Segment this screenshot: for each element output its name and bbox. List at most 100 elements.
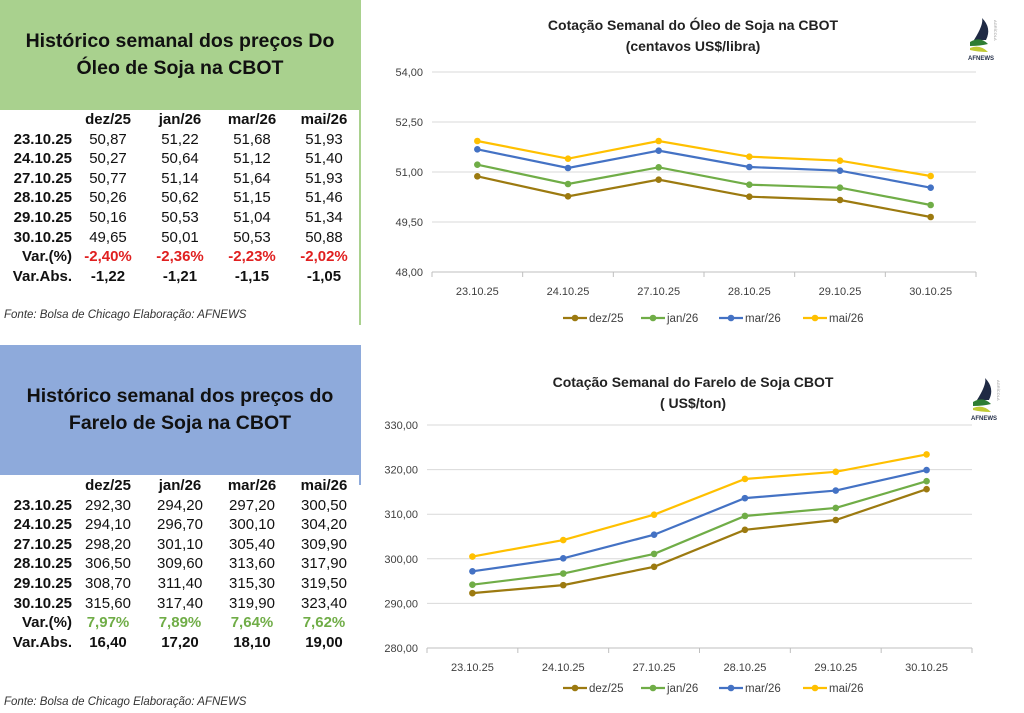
var-pct-cell: -2,02%: [300, 248, 348, 266]
price-cell: 51,15: [233, 189, 271, 207]
legend-marker: [811, 684, 819, 692]
var-pct-label: Var.(%): [21, 248, 72, 266]
data-point-mai/26: [927, 172, 934, 180]
column-header: dez/25: [85, 111, 131, 128]
x-tick-label: 28.10.25: [724, 662, 767, 674]
x-tick-label: 30.10.25: [909, 286, 952, 298]
legend-marker: [727, 314, 735, 322]
table-row: 28.10.25 50,26 50,62 51,15 51,46: [0, 188, 360, 208]
data-point-mar/26: [927, 184, 934, 191]
chart-subtitle: (centavos US$/libra): [626, 38, 761, 54]
data-point-mai/26: [741, 475, 749, 483]
legend-item: dez/25: [563, 683, 624, 695]
series-line-jan/26: [477, 163, 931, 207]
legend-item: mai/26: [803, 683, 864, 695]
price-cell: 51,40: [305, 150, 343, 168]
data-point-mai/26: [474, 137, 481, 145]
var-abs-cell: 19,00: [305, 633, 343, 651]
row-date: 23.10.25: [13, 496, 72, 514]
data-point-mar/26: [564, 164, 572, 172]
x-tick-label: 24.10.25: [542, 662, 585, 674]
var-abs-cell: 16,40: [89, 633, 127, 651]
price-cell: 292,30: [85, 496, 131, 514]
series-line-mai/26: [477, 139, 931, 178]
var-pct-cell: -2,40%: [84, 248, 132, 266]
row-date: 29.10.25: [13, 574, 72, 592]
x-tick-label: 23.10.25: [456, 286, 499, 298]
price-cell: 51,64: [233, 169, 271, 187]
data-point-dez/25: [469, 589, 476, 597]
data-point-dez/25: [832, 516, 840, 524]
legend-label: mai/26: [829, 313, 864, 325]
legend-marker: [571, 684, 579, 692]
var-abs-row: Var.Abs. -1,22 -1,21 -1,15 -1,05: [0, 267, 360, 287]
data-point-mai/26: [650, 511, 658, 518]
data-point-mar/26: [741, 494, 749, 502]
data-point-jan/26: [650, 550, 658, 558]
legend-label: mar/26: [745, 683, 781, 695]
table-row: 28.10.25 306,50 309,60 313,60 317,90: [0, 554, 360, 574]
y-tick-label: 48,00: [395, 267, 423, 279]
var-abs-cell: 17,20: [161, 633, 199, 651]
column-header: jan/26: [158, 477, 202, 494]
row-date: 28.10.25: [13, 555, 72, 573]
meal-header-line1: Histórico semanal dos preços do: [26, 385, 334, 407]
legend-marker: [649, 684, 657, 692]
price-cell: 313,60: [229, 555, 275, 573]
data-point-jan/26: [927, 201, 934, 209]
data-point-jan/26: [474, 161, 481, 168]
price-cell: 50,77: [89, 169, 127, 187]
var-abs-label: Var.Abs.: [12, 633, 72, 651]
price-cell: 50,64: [161, 150, 199, 168]
table-header-row: dez/25 jan/26 mar/26 mai/26: [0, 476, 360, 496]
table-row: 23.10.25 292,30 294,20 297,20 300,50: [0, 496, 360, 516]
meal-price-chart: Cotação Semanal do Farelo de Soja CBOT ( …: [384, 374, 1001, 695]
var-abs-cell: -1,22: [90, 267, 126, 285]
legend-label: dez/25: [589, 683, 624, 695]
divider: [359, 345, 361, 485]
row-date: 29.10.25: [13, 208, 72, 226]
column-header: jan/26: [158, 111, 202, 128]
data-point-dez/25: [923, 485, 930, 493]
price-cell: 50,53: [233, 228, 271, 246]
price-cell: 50,01: [161, 228, 199, 246]
price-cell: 300,50: [301, 496, 347, 514]
data-point-dez/25: [559, 581, 567, 589]
price-cell: 323,40: [301, 594, 347, 612]
data-point-mar/26: [655, 147, 662, 154]
column-header: mai/26: [300, 111, 348, 128]
data-point-mar/26: [746, 163, 753, 171]
data-point-mar/26: [469, 567, 476, 575]
price-cell: 50,53: [161, 208, 199, 226]
legend-item: mar/26: [719, 313, 781, 325]
legend-item: jan/26: [641, 683, 698, 695]
legend-label: mar/26: [745, 313, 781, 325]
y-tick-label: 330,00: [384, 420, 418, 432]
price-cell: 50,16: [89, 208, 127, 226]
price-cell: 304,20: [301, 516, 347, 534]
data-point-jan/26: [741, 512, 749, 520]
price-cell: 305,40: [229, 535, 275, 553]
var-pct-cell: 7,97%: [86, 614, 130, 632]
var-pct-cell: 7,64%: [230, 614, 274, 632]
data-point-mar/26: [650, 531, 658, 539]
series-line-mai/26: [472, 453, 927, 558]
data-point-mar/26: [832, 487, 840, 494]
y-tick-label: 290,00: [384, 598, 418, 610]
price-cell: 297,20: [229, 496, 275, 514]
y-tick-label: 51,00: [395, 167, 423, 179]
row-date: 28.10.25: [13, 189, 72, 207]
price-cell: 306,50: [85, 555, 131, 573]
var-abs-cell: -1,05: [306, 267, 342, 285]
price-cell: 51,12: [233, 150, 271, 168]
price-cell: 308,70: [85, 574, 131, 592]
column-header: mai/26: [300, 477, 348, 494]
price-cell: 50,26: [89, 189, 127, 207]
data-point-dez/25: [650, 563, 658, 571]
oil-price-table: dez/25 jan/26 mar/26 mai/26 23.10.25 50,87 51,…: [0, 110, 360, 286]
y-tick-label: 320,00: [384, 465, 418, 477]
legend-label: jan/26: [666, 683, 698, 695]
data-point-mar/26: [559, 555, 567, 562]
y-tick-label: 280,00: [384, 643, 418, 655]
table-row: 23.10.25 50,87 51,22 51,68 51,93: [0, 130, 360, 150]
